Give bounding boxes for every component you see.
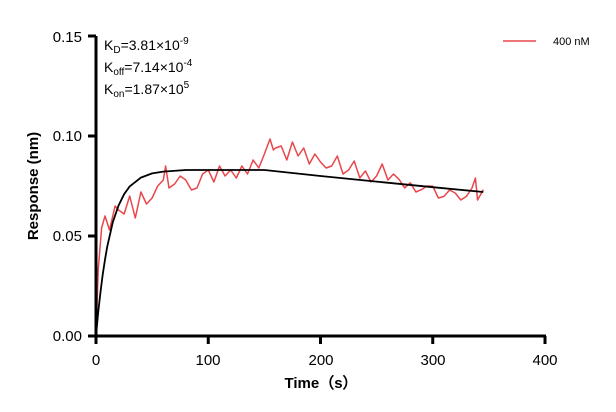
series-line-400nm — [95, 138, 484, 337]
legend-label: 400 nM — [553, 36, 590, 48]
y-tick-label: 0.00 — [53, 328, 82, 345]
x-tick-label: 400 — [532, 352, 557, 369]
fit-curve-line — [95, 169, 484, 337]
x-tick-label: 300 — [420, 352, 445, 369]
x-tick-label: 200 — [308, 352, 333, 369]
x-tick-label: 100 — [195, 352, 220, 369]
y-tick-label: 0.05 — [53, 228, 82, 245]
kd-annotation: KD=3.81×10-9 — [104, 36, 189, 56]
y-axis-label: Response (nm) — [25, 132, 42, 240]
ticks — [88, 34, 547, 344]
plot-area — [95, 138, 484, 337]
y-tick-label: 0.10 — [53, 128, 82, 145]
kon-annotation: Kon=1.87×105 — [104, 80, 190, 100]
y-tick-label: 0.15 — [53, 29, 82, 46]
x-axis-label: Time（s） — [284, 374, 357, 392]
koff-annotation: Koff=7.14×10-4 — [104, 58, 193, 78]
x-tick-label: 0 — [92, 352, 100, 369]
